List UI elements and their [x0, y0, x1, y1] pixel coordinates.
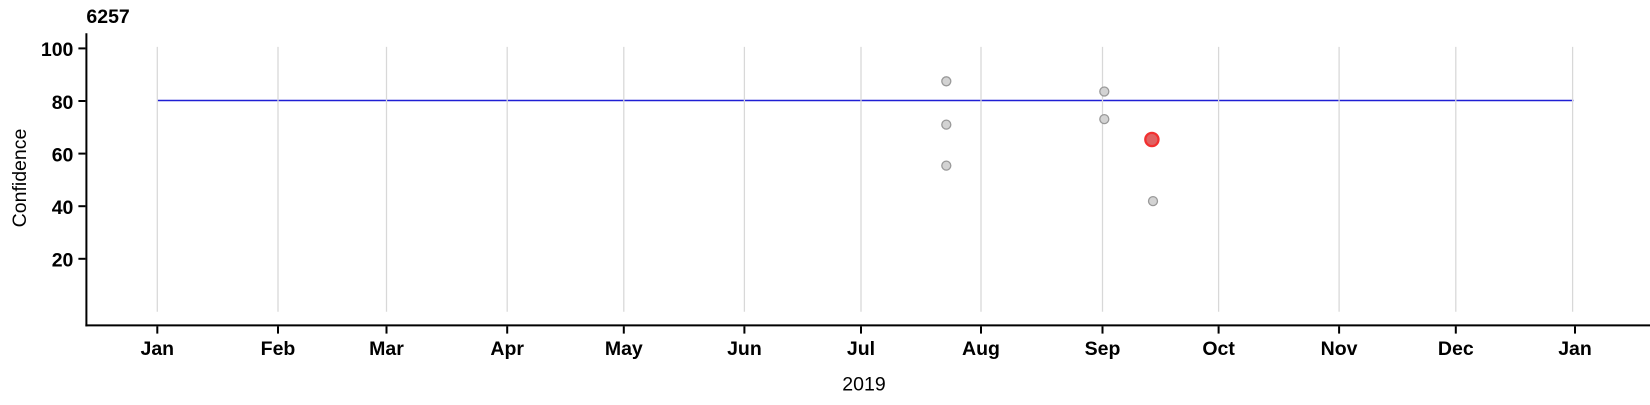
svg-text:Apr: Apr: [490, 338, 524, 360]
svg-text:Jun: Jun: [727, 338, 762, 360]
svg-text:Jan: Jan: [1558, 338, 1592, 360]
svg-text:Feb: Feb: [261, 338, 296, 360]
svg-text:Jul: Jul: [847, 338, 875, 360]
svg-text:Dec: Dec: [1438, 338, 1474, 360]
svg-text:May: May: [605, 338, 643, 360]
svg-text:Jan: Jan: [140, 338, 174, 360]
svg-text:Aug: Aug: [962, 338, 1000, 360]
svg-text:Confidence: Confidence: [9, 129, 31, 228]
svg-text:Mar: Mar: [369, 338, 404, 360]
svg-text:6257: 6257: [86, 6, 129, 28]
svg-text:Sep: Sep: [1085, 338, 1121, 360]
svg-text:2019: 2019: [842, 373, 885, 395]
svg-text:20: 20: [52, 250, 74, 272]
svg-text:40: 40: [52, 197, 74, 219]
svg-text:Oct: Oct: [1202, 338, 1235, 360]
svg-text:Nov: Nov: [1321, 338, 1358, 360]
svg-text:100: 100: [41, 39, 74, 61]
svg-text:80: 80: [52, 92, 74, 114]
svg-text:60: 60: [52, 144, 74, 166]
